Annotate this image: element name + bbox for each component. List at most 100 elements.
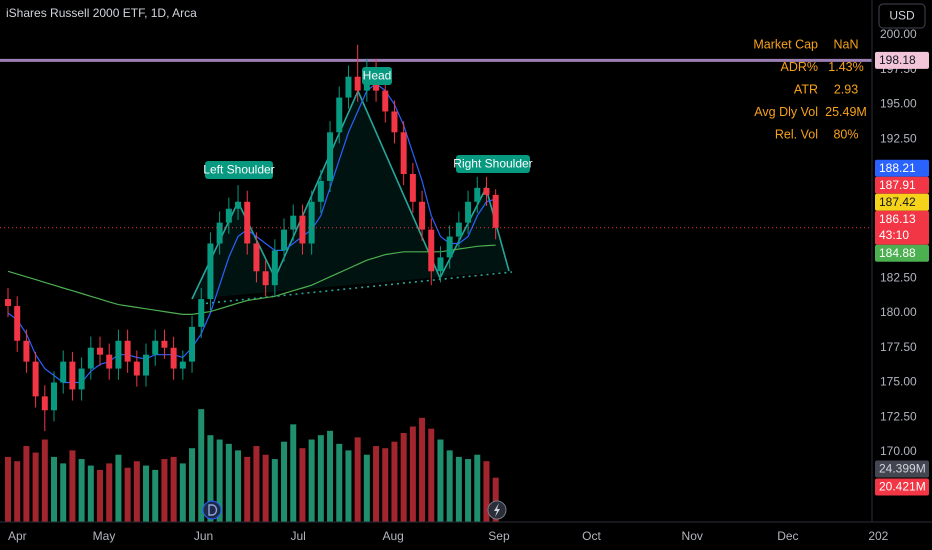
candle-body [253, 243, 260, 272]
dividend-glyph [208, 504, 218, 516]
stat-value: NaN [833, 37, 858, 51]
annotations: Left Shoulder Head Right Shoulder [203, 67, 533, 179]
volume-bar [161, 459, 168, 522]
volume-bar [152, 469, 159, 522]
price-badge-label: 184.88 [879, 246, 916, 260]
volume-bar [345, 450, 352, 522]
volume-bar [363, 454, 370, 522]
candle-body [97, 347, 104, 355]
candle-body [216, 222, 223, 244]
icons [202, 500, 507, 520]
annotation: Head [363, 69, 392, 83]
price-badge-label: 186.13 [879, 212, 916, 226]
volume-bar [483, 461, 490, 522]
volume-bar [281, 441, 288, 522]
candle-body [115, 340, 122, 369]
candle-body [152, 340, 159, 355]
volume-bar [69, 450, 76, 522]
candle-body [69, 361, 76, 390]
volume-bar [97, 469, 104, 522]
volume-bar [106, 463, 113, 522]
candle-body [299, 215, 306, 244]
price-badge-label: 187.42 [879, 195, 916, 209]
candle-body [87, 347, 94, 369]
volume-bar [354, 437, 361, 522]
volume-bar [87, 465, 94, 522]
volume-bar [271, 459, 278, 522]
stat-label: Market Cap [753, 37, 818, 51]
candle-body [483, 187, 490, 195]
candle-body [143, 354, 150, 376]
volume-bar [216, 439, 223, 522]
candle-body [133, 361, 140, 376]
price-badge [875, 210, 929, 245]
candle-body [32, 361, 39, 397]
dividend-icon[interactable] [202, 500, 222, 520]
candle-body [336, 97, 343, 133]
candle-body [465, 201, 472, 223]
candle-body [51, 382, 58, 411]
candle-body [225, 208, 232, 223]
volume-bar [428, 428, 435, 522]
neckline [199, 271, 513, 305]
price-badge [875, 244, 929, 262]
candle-body [124, 340, 131, 362]
volume-bar [391, 441, 398, 522]
price-badge-label: 187.91 [879, 178, 916, 192]
volume-bar [446, 450, 453, 522]
moving-average [7, 244, 496, 315]
candle-body [354, 76, 361, 91]
currency[interactable]: USD [889, 9, 915, 23]
time-axis [0, 522, 932, 550]
x-tick-label: May [93, 529, 116, 543]
candle-body [400, 132, 407, 174]
stat-label: Rel. Vol [775, 127, 818, 141]
volume-bar [5, 456, 12, 522]
stat-label: ATR [794, 82, 818, 96]
volume-bar [437, 439, 444, 522]
y-tick-label: 172.50 [880, 409, 917, 423]
candle-body [189, 326, 196, 362]
annotation-box [205, 161, 273, 179]
volume-bar [207, 435, 214, 522]
stat-value: 1.43% [828, 60, 863, 74]
volume-bar [124, 467, 131, 522]
moving-average [7, 82, 496, 384]
candle-body [382, 90, 389, 112]
x-tick-label: 202 [868, 529, 888, 543]
axes: 200.00197.50195.00192.50182.50180.00177.… [8, 27, 929, 543]
stat-value: 25.49M [825, 105, 867, 119]
stat-value: 2.93 [834, 82, 858, 96]
level-badge-label: 198.18 [879, 53, 916, 67]
volume-badge-label: 20.421M [879, 480, 926, 494]
volume-bar [14, 461, 21, 522]
volume-bar [290, 424, 297, 522]
candle-body [391, 111, 398, 133]
candle-body [14, 306, 21, 341]
candle-body [271, 250, 278, 286]
volume-bar [336, 443, 343, 522]
annotation-box [456, 155, 530, 173]
candle-body [207, 243, 214, 300]
stat-value: 80% [833, 127, 858, 141]
stats-table: Market Cap NaN ADR% 1.43% ATR 2.93 Avg Dly Vol… [753, 37, 866, 141]
candle-body [455, 222, 462, 237]
x-tick-label: Jul [290, 529, 305, 543]
volume-bar [474, 454, 481, 522]
volume-bar [189, 448, 196, 522]
candle-body [327, 132, 334, 181]
y-tick-label: 180.00 [880, 305, 917, 319]
volume-bar [382, 448, 389, 522]
volume-ma-badge-label: 24.399M [879, 462, 926, 476]
stat-label: Avg Dly Vol [754, 105, 818, 119]
candle-body [446, 236, 453, 258]
currency-button[interactable] [878, 3, 926, 29]
x-tick-label: Aug [382, 529, 403, 543]
x-tick-label: Apr [8, 529, 27, 543]
event-glyph [494, 503, 500, 517]
volume-bar [143, 465, 150, 522]
pattern-fill [192, 91, 509, 299]
volume-bar [235, 450, 242, 522]
volume-bar [262, 454, 269, 522]
